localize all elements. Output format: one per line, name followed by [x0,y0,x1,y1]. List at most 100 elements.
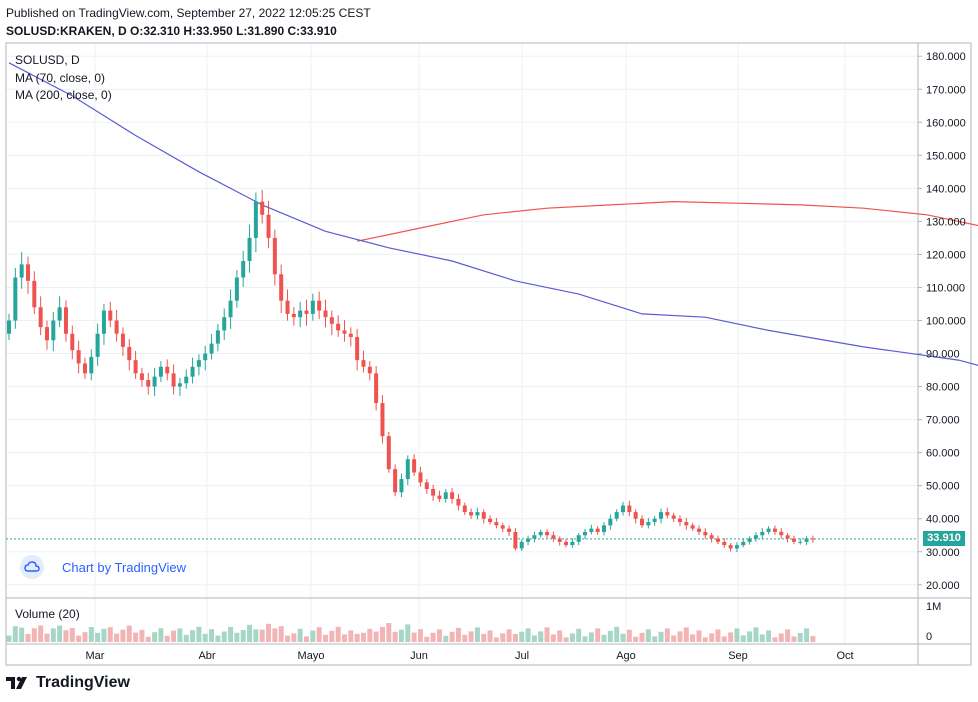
volume-bar [411,632,417,642]
volume-bar [259,629,265,642]
volume-bar [177,628,183,642]
candle-body [405,459,410,480]
volume-bar [360,632,366,642]
footer-logo[interactable]: TradingView [6,674,130,692]
candle-body [526,538,531,542]
candle-body [120,333,125,347]
volume-bar [778,633,784,642]
x-tick-label: Abr [198,650,215,662]
volume-bar [323,634,328,642]
volume-bar [316,627,322,642]
volume-bar [139,629,145,642]
candle-body [488,518,493,523]
candle-body [317,300,322,311]
volume-bar [329,630,335,642]
candle-body [646,522,651,526]
candles-layer [7,189,815,553]
volume-bar [740,635,746,642]
candle-body [323,310,328,318]
candle-body [310,300,315,314]
candle-body [424,482,429,489]
candle-body [443,492,448,499]
candle-body [677,518,682,523]
volume-bar [462,634,468,642]
volume-bar [152,632,158,642]
volume-bar [31,628,37,642]
volume-bar [550,634,556,642]
candle-body [583,531,588,536]
candle-body [589,528,594,532]
candle-body [196,360,201,367]
x-tick-label: Oct [836,650,853,662]
volume-bar [126,625,132,642]
time-axis: Mar Abr Mayo Jun Jul Ago Sep Oct [86,650,854,662]
candle-body [709,535,714,539]
candle-body [456,498,461,506]
candle-body [291,313,296,318]
watermark[interactable]: Chart by TradingView [20,554,186,580]
candle-body [329,317,334,324]
cloud-icon [20,555,44,579]
volume-bar [379,627,385,642]
volume-bar [455,627,461,642]
y-tick-label: 180.000 [926,51,966,63]
volume-bar [417,629,423,642]
chart-grid [6,43,918,644]
volume-label[interactable]: Volume (20) [15,607,80,621]
volume-bar [797,633,803,642]
candle-body [95,333,100,357]
candle-body [44,327,49,341]
volume-bar [190,630,196,642]
volume-bar [525,628,531,642]
candle-body [570,541,575,546]
volume-bar [626,629,632,642]
candle-body [7,320,11,334]
volume-bar [107,627,113,642]
volume-bar [728,632,734,642]
volume-bar [576,628,582,642]
volume-bar [247,624,253,642]
candle-body [722,541,727,546]
candle-body [184,376,189,384]
candle-body [285,300,290,314]
candle-body [304,310,309,314]
candle-body [355,337,360,361]
candle-body [481,512,486,519]
volume-bar [424,636,430,642]
candle-body [437,495,442,499]
x-tick-label: Mar [86,650,105,662]
volume-bar [367,628,373,642]
volume-bar [202,633,208,642]
volume-bar [683,627,689,642]
volume-bar [506,629,512,642]
volume-bar [721,636,727,642]
y-tick-label: 160.000 [926,117,966,129]
candle-body [361,360,366,367]
candle-body [772,528,777,532]
candle-body [70,333,75,351]
volume-bar [297,628,303,642]
candle-body [101,310,106,334]
candle-body [266,214,271,238]
candle-body [133,360,138,374]
candle-body [19,264,24,278]
symbol-line: SOLUSD:KRAKEN, D [6,24,127,38]
y-tick-label: 80.000 [926,382,960,394]
candle-body [209,343,214,354]
legend-ma70[interactable]: MA (70, close, 0) [15,71,106,85]
candle-body [779,531,784,536]
volume-bar [601,634,607,642]
ma70-line [8,62,978,366]
candle-body [336,323,341,331]
volume-bar [158,628,164,642]
footer-logo-text: TradingView [36,674,130,691]
candle-body [82,363,87,374]
legend-ma200[interactable]: MA (200, close, 0) [15,88,112,102]
candle-body [127,346,132,361]
y-tick-label: 140.000 [926,183,966,195]
volume-bar [519,631,525,642]
volume-bar [253,629,259,642]
volume-bar [341,634,347,642]
candle-body [13,277,18,321]
